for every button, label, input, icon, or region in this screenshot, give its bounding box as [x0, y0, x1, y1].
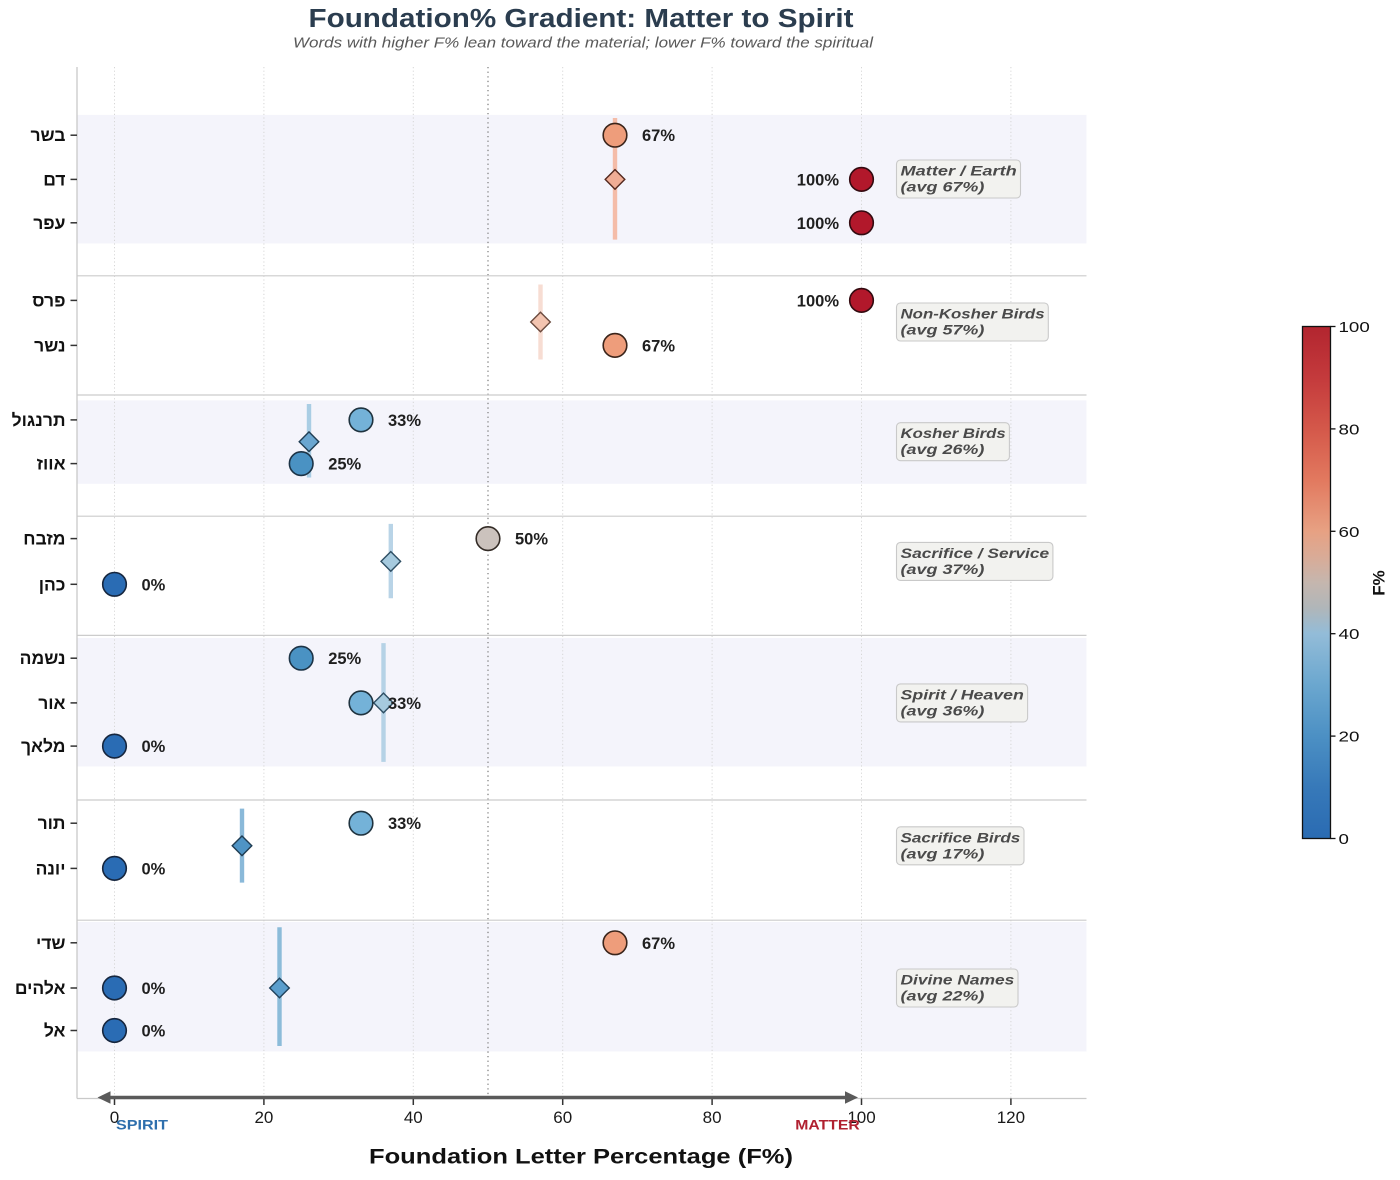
svg-text:100: 100	[1339, 319, 1370, 336]
svg-text:33%: 33%	[388, 695, 421, 713]
svg-text:Words with higher F% lean towa: Words with higher F% lean toward the mat…	[293, 36, 874, 52]
svg-text:60: 60	[553, 1108, 572, 1127]
svg-text:מלאך: מלאך	[21, 736, 66, 756]
svg-text:Foundation% Gradient: Matter t: Foundation% Gradient: Matter to Spirit	[309, 5, 855, 33]
svg-text:100%: 100%	[797, 215, 840, 233]
svg-text:50%: 50%	[515, 531, 548, 549]
svg-text:אווז: אווז	[37, 454, 66, 474]
svg-text:Sacrifice / Service: Sacrifice / Service	[901, 545, 1050, 561]
svg-text:(avg 22%): (avg 22%)	[901, 988, 985, 1004]
svg-text:(avg 26%): (avg 26%)	[901, 441, 985, 457]
svg-text:25%: 25%	[328, 650, 361, 668]
svg-text:פרס: פרס	[32, 290, 65, 310]
svg-text:SPIRIT: SPIRIT	[116, 1117, 169, 1133]
svg-text:80: 80	[1339, 421, 1360, 438]
svg-text:Kosher Birds: Kosher Birds	[901, 425, 1006, 441]
svg-text:0%: 0%	[142, 860, 166, 878]
svg-text:0: 0	[1339, 831, 1349, 848]
svg-text:40: 40	[1339, 626, 1360, 643]
svg-text:אל: אל	[44, 1021, 66, 1041]
svg-text:80: 80	[703, 1108, 722, 1127]
svg-text:(avg 36%): (avg 36%)	[901, 702, 985, 718]
svg-text:דם: דם	[43, 169, 65, 189]
svg-text:60: 60	[1339, 524, 1360, 541]
svg-text:בשר: בשר	[30, 125, 65, 145]
svg-text:67%: 67%	[642, 127, 675, 145]
svg-text:33%: 33%	[388, 815, 421, 833]
svg-text:100%: 100%	[797, 171, 840, 189]
svg-text:0%: 0%	[142, 576, 166, 594]
svg-text:40: 40	[404, 1108, 423, 1127]
svg-text:Divine Names: Divine Names	[901, 972, 1015, 988]
svg-text:תרנגול: תרנגול	[12, 410, 66, 430]
svg-text:Spirit / Heaven: Spirit / Heaven	[901, 686, 1024, 702]
svg-text:נשמה: נשמה	[20, 648, 66, 668]
svg-text:100: 100	[847, 1108, 875, 1127]
svg-text:Non-Kosher Birds: Non-Kosher Birds	[901, 306, 1045, 322]
svg-text:מזבח: מזבח	[23, 529, 65, 549]
svg-text:120: 120	[997, 1108, 1025, 1127]
svg-text:(avg 67%): (avg 67%)	[901, 179, 985, 195]
svg-text:25%: 25%	[328, 456, 361, 474]
svg-text:0%: 0%	[142, 980, 166, 998]
svg-text:שדי: שדי	[36, 933, 66, 953]
svg-text:100%: 100%	[797, 292, 840, 310]
svg-text:Sacrifice Birds: Sacrifice Birds	[901, 829, 1021, 845]
svg-text:0: 0	[110, 1108, 119, 1127]
svg-text:Foundation Letter Percentage (: Foundation Letter Percentage (F%)	[369, 1145, 793, 1169]
svg-text:MATTER: MATTER	[795, 1117, 860, 1133]
svg-text:נשר: נשר	[34, 335, 65, 355]
svg-text:33%: 33%	[388, 412, 421, 430]
svg-text:20: 20	[254, 1108, 273, 1127]
svg-text:67%: 67%	[642, 935, 675, 953]
svg-text:(avg 57%): (avg 57%)	[901, 322, 985, 338]
svg-text:כהן: כהן	[39, 574, 66, 594]
svg-text:Matter / Earth: Matter / Earth	[901, 163, 1017, 179]
svg-text:תור: תור	[38, 813, 66, 833]
svg-text:יונה: יונה	[36, 858, 66, 878]
svg-text:(avg 17%): (avg 17%)	[901, 845, 985, 861]
svg-text:עפר: עפר	[33, 213, 65, 233]
svg-text:(avg 37%): (avg 37%)	[901, 561, 985, 577]
svg-text:0%: 0%	[142, 1023, 166, 1041]
svg-text:67%: 67%	[642, 337, 675, 355]
svg-text:F%: F%	[1370, 570, 1389, 596]
svg-text:אלהים: אלהים	[15, 978, 66, 998]
svg-text:0%: 0%	[142, 738, 166, 756]
svg-text:אור: אור	[38, 693, 65, 713]
svg-text:20: 20	[1339, 729, 1360, 746]
